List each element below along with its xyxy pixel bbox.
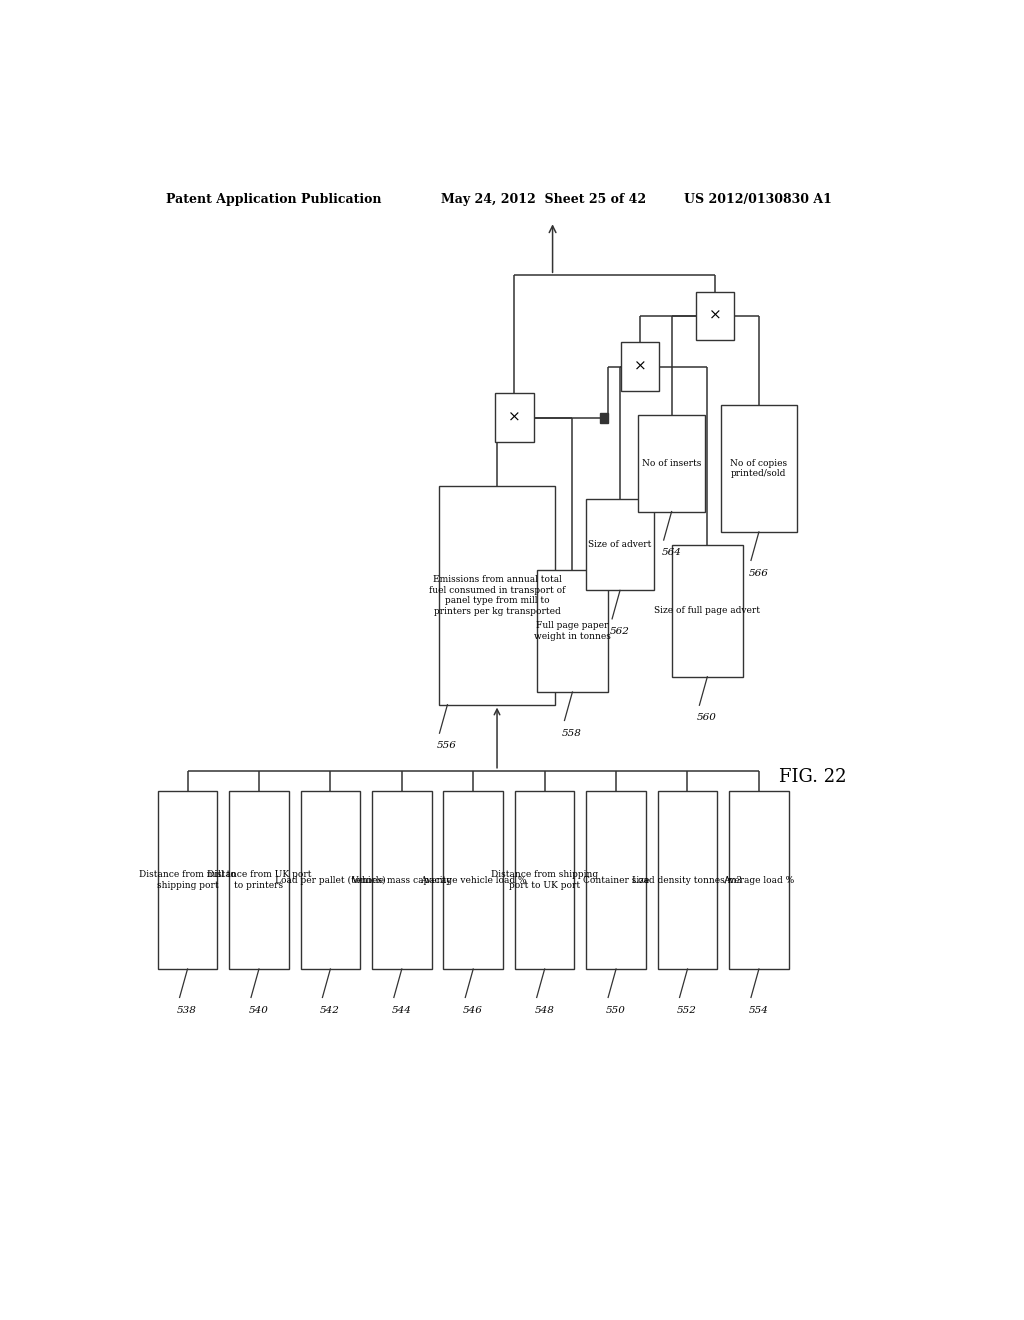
- Text: 538: 538: [177, 1006, 197, 1015]
- Text: 562: 562: [609, 627, 630, 636]
- Text: May 24, 2012  Sheet 25 of 42: May 24, 2012 Sheet 25 of 42: [441, 193, 646, 206]
- Text: 540: 540: [249, 1006, 268, 1015]
- Text: ×: ×: [709, 309, 722, 323]
- FancyBboxPatch shape: [372, 791, 431, 969]
- Text: 556: 556: [437, 742, 457, 750]
- Text: Distance from mill to
shipping port: Distance from mill to shipping port: [139, 870, 236, 890]
- Text: No of copies
printed/sold: No of copies printed/sold: [730, 459, 787, 478]
- FancyBboxPatch shape: [587, 499, 653, 590]
- Text: 548: 548: [535, 1006, 554, 1015]
- Text: Load density tonnes/m3: Load density tonnes/m3: [633, 875, 742, 884]
- Text: 550: 550: [606, 1006, 626, 1015]
- Text: Size of full page advert: Size of full page advert: [654, 606, 761, 615]
- FancyBboxPatch shape: [638, 414, 706, 512]
- Text: Emissions from annual total
fuel consumed in transport of
panel type from mill t: Emissions from annual total fuel consume…: [429, 576, 565, 615]
- FancyBboxPatch shape: [729, 791, 788, 969]
- Text: 542: 542: [321, 1006, 340, 1015]
- FancyBboxPatch shape: [496, 393, 534, 442]
- Text: 544: 544: [391, 1006, 412, 1015]
- FancyBboxPatch shape: [600, 412, 608, 422]
- Text: Average load %: Average load %: [723, 875, 795, 884]
- Text: 566: 566: [749, 569, 768, 578]
- FancyBboxPatch shape: [158, 791, 217, 969]
- Text: No of inserts: No of inserts: [642, 459, 701, 467]
- Text: 554: 554: [749, 1006, 768, 1015]
- Text: Full page paper
weight in tonnes: Full page paper weight in tonnes: [534, 622, 611, 640]
- Text: 552: 552: [677, 1006, 697, 1015]
- FancyBboxPatch shape: [621, 342, 658, 391]
- FancyBboxPatch shape: [696, 292, 734, 341]
- FancyBboxPatch shape: [439, 486, 555, 705]
- Text: Container size: Container size: [583, 875, 649, 884]
- Text: Distance from shipping
port to UK port: Distance from shipping port to UK port: [492, 870, 598, 890]
- Text: Load per pallet (tonnes): Load per pallet (tonnes): [275, 875, 386, 884]
- Text: FIG. 22: FIG. 22: [778, 768, 846, 787]
- Text: 560: 560: [697, 713, 717, 722]
- FancyBboxPatch shape: [721, 405, 797, 532]
- FancyBboxPatch shape: [657, 791, 717, 969]
- FancyBboxPatch shape: [229, 791, 289, 969]
- Text: Vehicle mass capacity: Vehicle mass capacity: [351, 875, 452, 884]
- Text: 546: 546: [463, 1006, 482, 1015]
- Text: Average vehicle load %: Average vehicle load %: [420, 875, 526, 884]
- FancyBboxPatch shape: [515, 791, 574, 969]
- FancyBboxPatch shape: [587, 791, 646, 969]
- FancyBboxPatch shape: [301, 791, 360, 969]
- Text: Patent Application Publication: Patent Application Publication: [166, 193, 382, 206]
- Text: US 2012/0130830 A1: US 2012/0130830 A1: [684, 193, 831, 206]
- FancyBboxPatch shape: [537, 570, 608, 692]
- Text: 558: 558: [562, 729, 582, 738]
- Text: ×: ×: [508, 411, 521, 425]
- FancyBboxPatch shape: [443, 791, 503, 969]
- FancyBboxPatch shape: [672, 545, 743, 677]
- Text: 564: 564: [662, 548, 681, 557]
- Text: Distance from UK port
to printers: Distance from UK port to printers: [207, 870, 311, 890]
- Text: ×: ×: [634, 360, 646, 374]
- Text: Size of advert: Size of advert: [589, 540, 651, 549]
